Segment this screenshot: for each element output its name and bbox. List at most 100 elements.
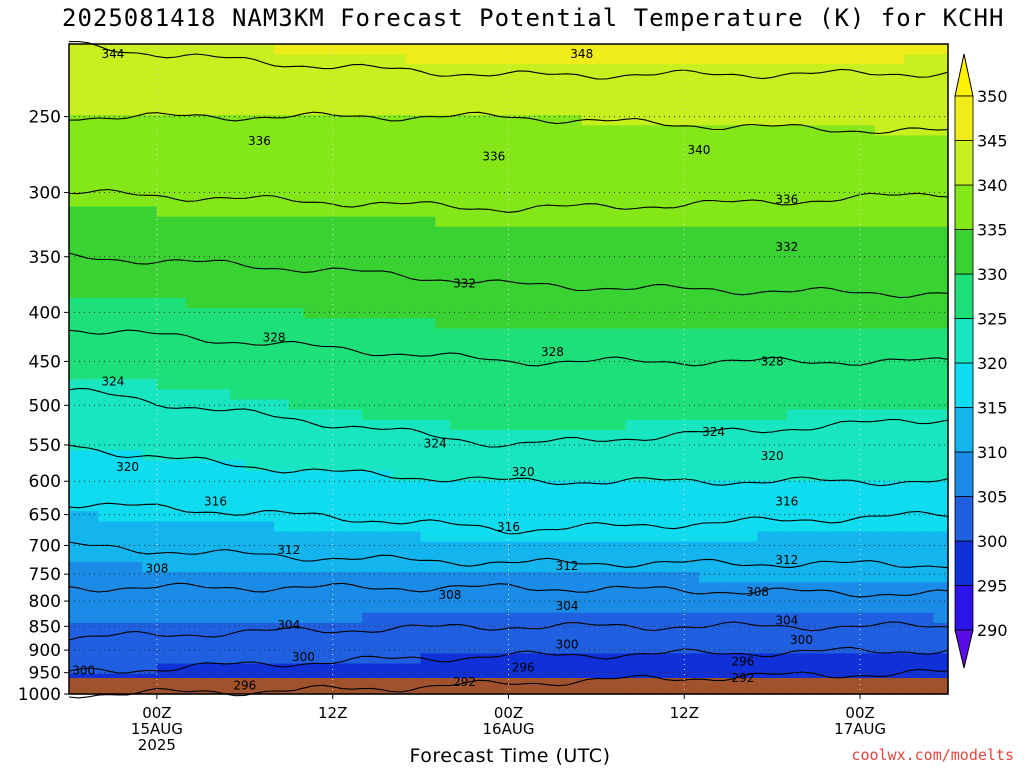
theta-cell: [156, 541, 173, 553]
theta-cell: [318, 145, 334, 157]
theta-cell: [611, 389, 627, 401]
theta-cell: [391, 196, 407, 208]
theta-cell: [493, 501, 510, 512]
theta-cell: [655, 155, 671, 167]
theta-cell: [816, 592, 832, 604]
theta-cell: [611, 338, 627, 350]
theta-cell: [156, 653, 173, 665]
theta-cell: [362, 257, 378, 269]
theta-cell: [83, 450, 99, 462]
theta-cell: [669, 582, 685, 594]
theta-cell: [391, 521, 407, 533]
theta-cell: [405, 582, 422, 594]
theta-cell: [405, 54, 422, 65]
theta-cell: [405, 186, 422, 197]
theta-cell: [391, 663, 407, 675]
theta-cell: [830, 135, 847, 147]
theta-cell: [69, 663, 85, 675]
theta-cell: [933, 84, 949, 96]
theta-cell: [464, 612, 480, 624]
theta-cell: [362, 297, 378, 309]
theta-cell: [156, 358, 173, 370]
theta-cell: [230, 450, 246, 462]
theta-cell: [537, 521, 554, 533]
theta-cell: [757, 379, 773, 390]
theta-cell: [611, 450, 627, 462]
theta-cell: [786, 186, 803, 197]
theta-cell: [376, 622, 392, 634]
theta-cell: [376, 541, 392, 553]
theta-cell: [479, 470, 495, 482]
colorbar-label-350: 350: [977, 87, 1008, 106]
theta-cell: [786, 125, 803, 137]
theta-cell: [493, 257, 510, 269]
theta-cell: [567, 104, 583, 116]
theta-cell: [288, 308, 304, 319]
theta-cell: [742, 155, 759, 167]
theta-cell: [332, 338, 348, 350]
theta-cell: [728, 94, 744, 106]
theta-cell: [215, 257, 231, 269]
theta-cell: [889, 135, 905, 147]
theta-cell: [98, 104, 114, 116]
y-tick-label-500: 500: [29, 396, 61, 416]
theta-cell: [772, 561, 788, 573]
theta-cell: [420, 358, 436, 370]
theta-cell: [801, 602, 817, 614]
theta-cell: [889, 511, 905, 522]
theta-cell: [508, 389, 524, 401]
theta-cell: [420, 561, 436, 573]
theta-cell: [684, 399, 700, 411]
theta-cell: [347, 561, 363, 573]
theta-cell: [655, 358, 671, 370]
theta-cell: [537, 663, 554, 675]
theta-cell: [904, 460, 920, 472]
theta-cell: [596, 369, 612, 380]
theta-cell: [200, 186, 217, 197]
theta-cell: [728, 511, 744, 522]
theta-cell: [318, 226, 334, 238]
theta-cell: [772, 216, 788, 228]
theta-cell: [757, 348, 773, 360]
theta-cell: [889, 44, 905, 55]
theta-cell: [523, 257, 539, 269]
theta-cell: [391, 480, 407, 492]
theta-cell: [303, 257, 319, 269]
theta-cell: [508, 186, 524, 197]
theta-cell: [420, 450, 436, 462]
theta-cell: [274, 318, 290, 329]
theta-cell: [830, 297, 847, 309]
contour-label-13: 324: [702, 425, 725, 439]
theta-cell: [713, 287, 729, 299]
theta-cell: [83, 84, 99, 96]
theta-cell: [874, 521, 890, 533]
theta-cell: [215, 409, 231, 421]
theta-cell: [523, 572, 539, 583]
theta-cell: [874, 551, 890, 563]
theta-cell: [376, 297, 392, 309]
theta-cell: [786, 226, 803, 238]
theta-cell: [918, 450, 934, 462]
theta-cell: [508, 297, 524, 309]
theta-cell: [537, 94, 554, 106]
theta-cell: [655, 145, 671, 157]
theta-cell: [552, 440, 568, 451]
theta-cell: [112, 501, 129, 512]
theta-cell: [479, 663, 495, 675]
colorbar-segment-340: [954, 140, 974, 186]
theta-cell: [347, 155, 363, 167]
theta-cell: [376, 521, 392, 533]
theta-cell: [493, 643, 510, 654]
theta-cell: [98, 551, 114, 563]
theta-cell: [288, 419, 304, 431]
theta-cell: [171, 633, 187, 644]
theta-cell: [611, 419, 627, 431]
contour-label-22: 312: [775, 553, 798, 567]
theta-cell: [449, 633, 466, 644]
theta-cell: [420, 216, 436, 228]
theta-cell: [523, 236, 539, 248]
theta-cell: [405, 399, 422, 411]
theta-cell: [376, 277, 392, 289]
theta-cell: [816, 165, 832, 177]
theta-cell: [537, 369, 554, 380]
